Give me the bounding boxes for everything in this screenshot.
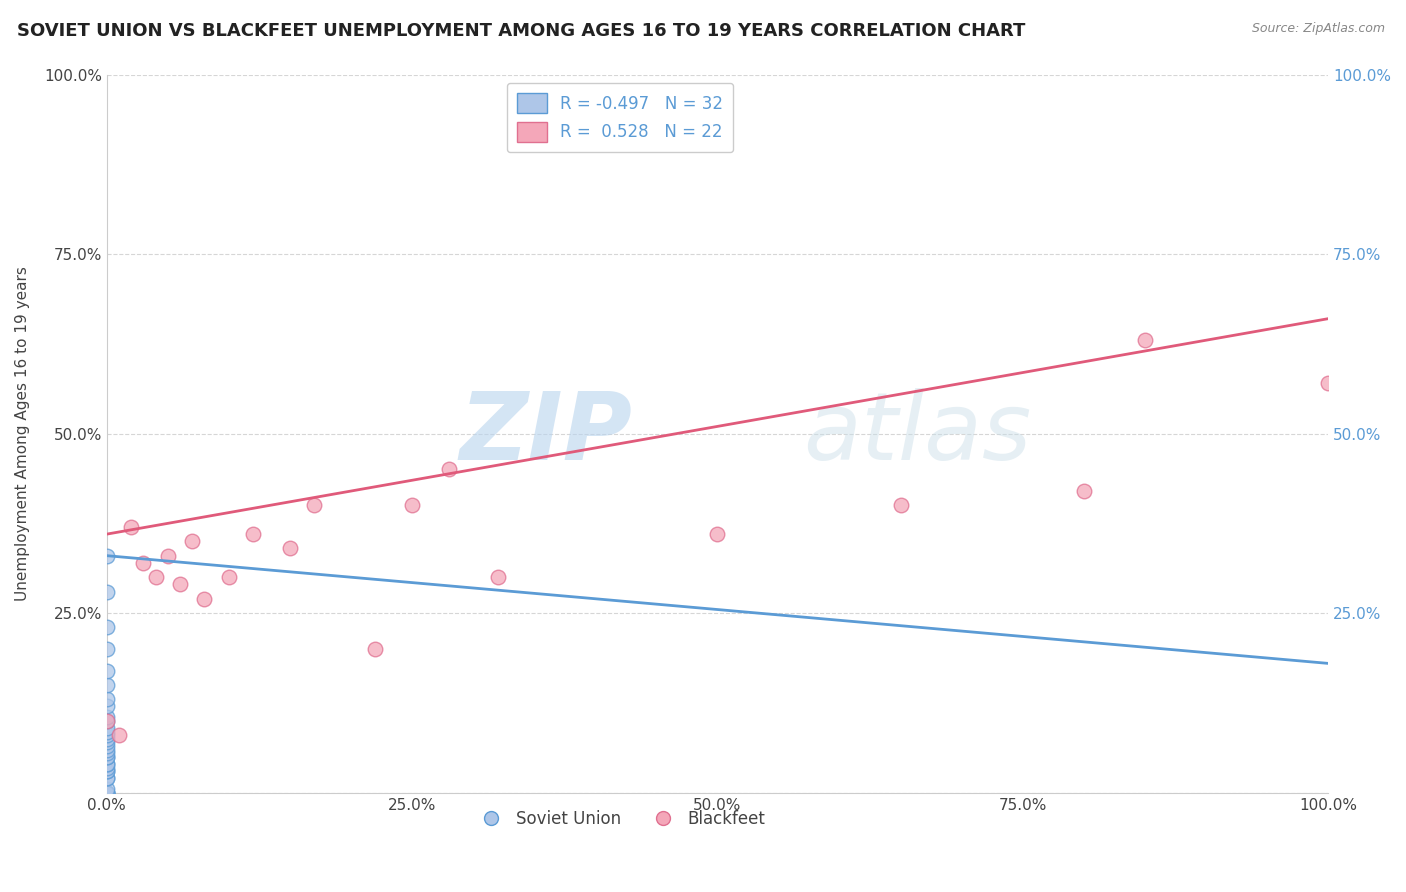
Point <box>96 731 118 746</box>
Point <box>218 570 240 584</box>
Text: atlas: atlas <box>803 388 1031 479</box>
Text: ZIP: ZIP <box>460 388 631 480</box>
Point <box>890 499 912 513</box>
Point <box>96 714 118 728</box>
Point <box>96 756 118 771</box>
Point <box>96 742 118 756</box>
Point <box>96 735 118 749</box>
Point <box>96 721 118 735</box>
Text: Source: ZipAtlas.com: Source: ZipAtlas.com <box>1251 22 1385 36</box>
Point <box>304 499 326 513</box>
Point <box>96 749 118 764</box>
Text: SOVIET UNION VS BLACKFEET UNEMPLOYMENT AMONG AGES 16 TO 19 YEARS CORRELATION CHA: SOVIET UNION VS BLACKFEET UNEMPLOYMENT A… <box>17 22 1025 40</box>
Point <box>1133 333 1156 347</box>
Point <box>96 549 118 563</box>
Point <box>242 527 264 541</box>
Point <box>193 591 215 606</box>
Point <box>96 749 118 764</box>
Y-axis label: Unemployment Among Ages 16 to 19 years: Unemployment Among Ages 16 to 19 years <box>15 266 30 601</box>
Point <box>96 692 118 706</box>
Point <box>96 746 118 760</box>
Point <box>96 664 118 678</box>
Point <box>278 541 301 556</box>
Point <box>96 764 118 778</box>
Point <box>96 699 118 714</box>
Point <box>401 499 423 513</box>
Point <box>169 577 191 591</box>
Legend: Soviet Union, Blackfeet: Soviet Union, Blackfeet <box>467 804 772 835</box>
Point <box>486 570 509 584</box>
Point <box>132 556 155 570</box>
Point <box>437 462 460 476</box>
Point <box>96 714 118 728</box>
Point <box>96 772 118 786</box>
Point <box>1317 376 1340 391</box>
Point <box>96 786 118 800</box>
Point <box>96 584 118 599</box>
Point <box>96 756 118 771</box>
Point <box>96 786 118 800</box>
Point <box>96 678 118 692</box>
Point <box>156 549 179 563</box>
Point <box>96 782 118 797</box>
Point <box>145 570 167 584</box>
Point <box>96 786 118 800</box>
Point <box>96 620 118 634</box>
Point <box>1073 483 1095 498</box>
Point <box>120 520 142 534</box>
Point <box>96 728 118 742</box>
Point <box>96 764 118 778</box>
Point <box>364 642 387 657</box>
Point <box>96 642 118 657</box>
Point <box>96 739 118 753</box>
Point <box>96 710 118 724</box>
Point <box>96 786 118 800</box>
Point <box>108 728 131 742</box>
Point <box>96 772 118 786</box>
Point <box>96 724 118 739</box>
Point <box>181 534 204 549</box>
Point <box>706 527 728 541</box>
Point <box>96 760 118 774</box>
